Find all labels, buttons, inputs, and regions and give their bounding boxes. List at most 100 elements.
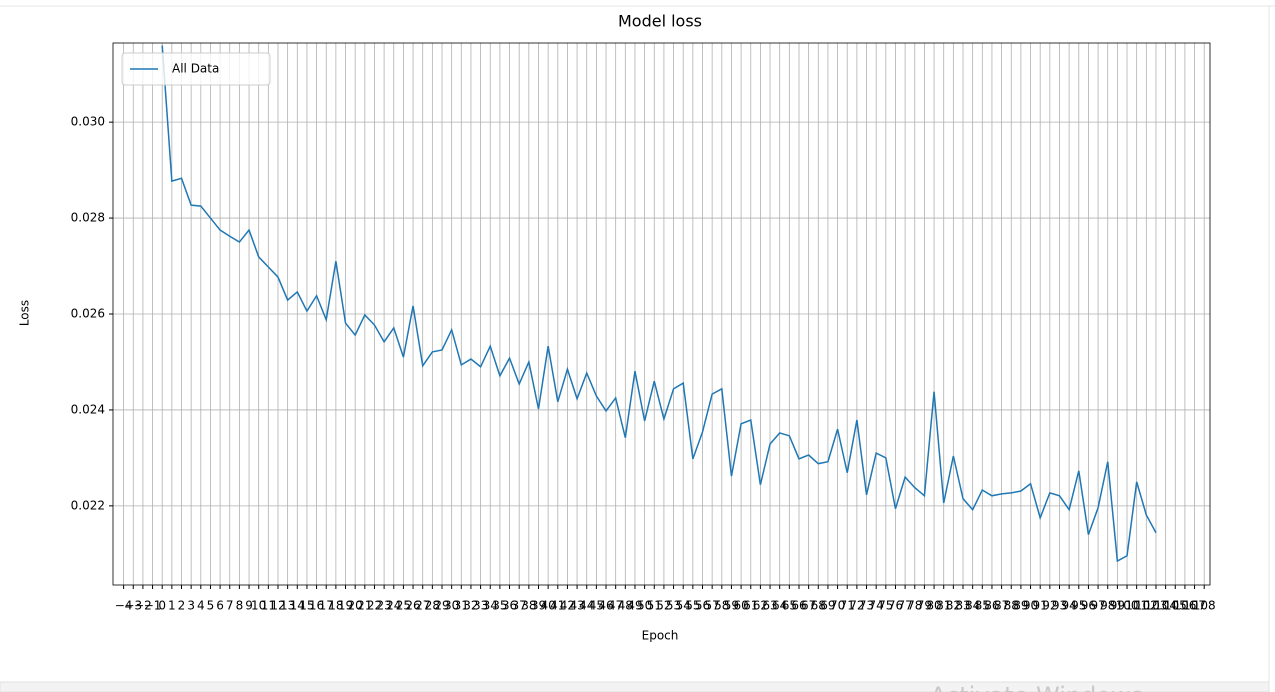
x-tick-label: 23 xyxy=(376,599,391,613)
x-tick-label: 72 xyxy=(849,599,864,613)
x-tick-label: 47 xyxy=(608,599,623,613)
x-tick-label: 40 xyxy=(540,599,555,613)
legend-label: All Data xyxy=(172,62,219,76)
x-tick-label: 103 xyxy=(1145,599,1168,613)
x-tick-label: 66 xyxy=(791,599,806,613)
x-tick-label: 26 xyxy=(405,599,420,613)
x-tick-label: 108 xyxy=(1193,599,1216,613)
bottom-bar xyxy=(0,681,1270,692)
x-tick-label: 102 xyxy=(1135,599,1158,613)
x-tick-label: 67 xyxy=(801,599,816,613)
data-line xyxy=(161,45,1157,563)
x-tick-label: 68 xyxy=(811,599,826,613)
chart-title: Model loss xyxy=(618,12,702,31)
x-tick-label: 28 xyxy=(425,599,440,613)
x-tick-label: 42 xyxy=(560,599,575,613)
x-tick-label: 18 xyxy=(328,599,343,613)
x-tick-label: 45 xyxy=(589,599,604,613)
x-tick-label: 30 xyxy=(444,599,459,613)
x-tick-label: 10 xyxy=(251,599,266,613)
x-tick-label: 50 xyxy=(637,599,652,613)
x-tick-label: 79 xyxy=(917,599,932,613)
x-tick-label: 106 xyxy=(1173,599,1196,613)
y-axis-label: Loss xyxy=(18,300,32,326)
x-tick-label: 61 xyxy=(743,599,758,613)
x-tick-label: 52 xyxy=(656,599,671,613)
x-tick-label: 88 xyxy=(1004,599,1019,613)
x-tick-label: 71 xyxy=(840,599,855,613)
x-tick-label: 91 xyxy=(1033,599,1048,613)
x-tick-label: 41 xyxy=(550,599,565,613)
x-tick-label: 7 xyxy=(226,599,234,613)
x-tick-label: 98 xyxy=(1100,599,1115,613)
x-tick-label: 21 xyxy=(357,599,372,613)
x-tick-label: 6 xyxy=(216,599,224,613)
x-tick-label: 80 xyxy=(926,599,941,613)
x-tick-label: 36 xyxy=(502,599,517,613)
x-tick-label: 20 xyxy=(348,599,363,613)
x-tick-label: −2 xyxy=(134,599,152,613)
x-tick-label: 96 xyxy=(1081,599,1096,613)
x-tick-label: 58 xyxy=(714,599,729,613)
x-tick-label: −4 xyxy=(115,599,133,613)
x-tick-label: 43 xyxy=(569,599,584,613)
x-tick-label: 1 xyxy=(168,599,176,613)
x-tick-label: 90 xyxy=(1023,599,1038,613)
x-tick-label: 81 xyxy=(936,599,951,613)
y-tick-label: 0.022 xyxy=(71,498,105,512)
x-tick-label: 3 xyxy=(187,599,195,613)
x-tick-label: 44 xyxy=(579,599,594,613)
x-axis-label: Epoch xyxy=(642,629,679,643)
y-tick-label: 0.028 xyxy=(71,211,105,225)
x-tick-label: 95 xyxy=(1071,599,1086,613)
x-tick-label: 86 xyxy=(984,599,999,613)
x-tick-label: 8 xyxy=(236,599,244,613)
x-tick-label: −1 xyxy=(144,599,162,613)
x-tick-label: 59 xyxy=(724,599,739,613)
x-tick-label: 2 xyxy=(178,599,186,613)
x-tick-label: 55 xyxy=(685,599,700,613)
x-tick-label: 5 xyxy=(207,599,215,613)
x-tick-label: 37 xyxy=(512,599,527,613)
x-tick-label: 62 xyxy=(753,599,768,613)
x-tick-label: 27 xyxy=(415,599,430,613)
x-tick-label: 94 xyxy=(1061,599,1076,613)
x-tick-label: 70 xyxy=(830,599,845,613)
watermark: Activate Windows xyxy=(930,682,1143,692)
x-tick-label: 83 xyxy=(955,599,970,613)
x-tick-label: 74 xyxy=(869,599,884,613)
x-tick-label: 11 xyxy=(261,599,276,613)
x-tick-label: 12 xyxy=(270,599,285,613)
x-tick-label: 33 xyxy=(473,599,488,613)
x-tick-label: 63 xyxy=(762,599,777,613)
x-tick-label: 9 xyxy=(245,599,253,613)
legend-box xyxy=(121,52,271,86)
x-tick-label: 89 xyxy=(1013,599,1028,613)
x-tick-label: 82 xyxy=(946,599,961,613)
x-tick-label: 24 xyxy=(386,599,401,613)
x-tick-label: 35 xyxy=(492,599,507,613)
x-tick-label: 0 xyxy=(158,599,166,613)
x-tick-label: 101 xyxy=(1125,599,1148,613)
x-tick-label: 73 xyxy=(859,599,874,613)
x-tick-label: 69 xyxy=(820,599,835,613)
x-tick-label: 49 xyxy=(627,599,642,613)
axes-frame xyxy=(112,42,1211,586)
y-tick-label: 0.030 xyxy=(71,115,105,129)
x-tick-label: 76 xyxy=(888,599,903,613)
x-tick-label: 60 xyxy=(733,599,748,613)
x-tick-label: 84 xyxy=(965,599,980,613)
x-tick-label: 78 xyxy=(907,599,922,613)
y-tick-label: 0.026 xyxy=(71,307,105,321)
x-tick-label: 56 xyxy=(695,599,710,613)
x-tick-label: 14 xyxy=(290,599,305,613)
x-tick-label: 34 xyxy=(483,599,498,613)
x-tick-label: 51 xyxy=(647,599,662,613)
y-tick-label: 0.024 xyxy=(71,402,105,416)
x-tick-label: −3 xyxy=(124,599,142,613)
x-tick-label: 39 xyxy=(531,599,546,613)
x-tick-label: 105 xyxy=(1164,599,1187,613)
x-tick-label: 31 xyxy=(454,599,469,613)
